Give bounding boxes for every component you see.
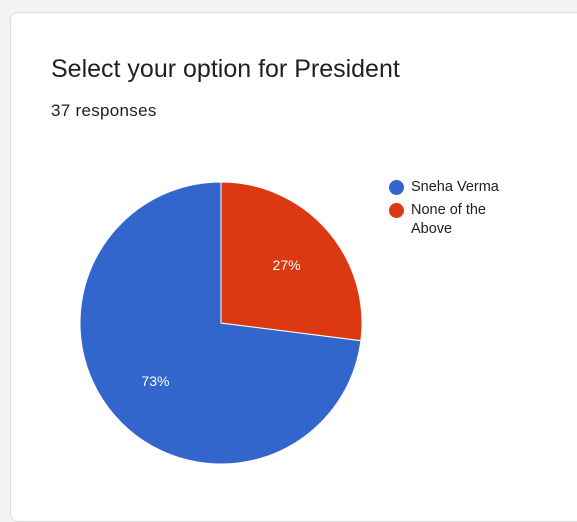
question-title: Select your option for President: [51, 55, 400, 83]
pie-slice-none-of-the-above[interactable]: [220, 181, 363, 342]
legend-swatch-sneha-verma: [389, 180, 404, 195]
chart-legend: Sneha Verma None of the Above: [389, 178, 521, 243]
pie-chart: 73% 27%: [79, 181, 363, 465]
question-card: Select your option for President 37 resp…: [10, 12, 577, 522]
legend-label-none-of-the-above: None of the Above: [411, 202, 486, 237]
slice-label-none-of-the-above: 27%: [273, 257, 301, 273]
legend-swatch-none-of-the-above: [389, 203, 404, 218]
legend-label-sneha-verma: Sneha Verma: [411, 179, 499, 195]
response-count: 37 responses: [51, 101, 157, 120]
legend-item-sneha-verma[interactable]: Sneha Verma: [389, 178, 521, 197]
pie-slice-sneha-verma[interactable]: [79, 181, 362, 465]
slice-label-sneha-verma: 73%: [141, 373, 169, 389]
legend-item-none-of-the-above[interactable]: None of the Above: [389, 201, 521, 239]
